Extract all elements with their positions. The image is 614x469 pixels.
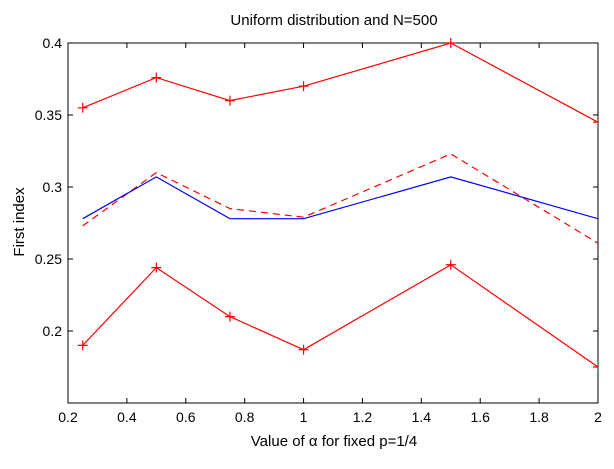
y-tick-label: 0.3 <box>43 179 63 195</box>
data-point-marker <box>224 311 235 322</box>
series-line-4 <box>82 264 598 368</box>
data-point-marker <box>298 344 309 355</box>
series-line-1 <box>82 42 598 123</box>
plot-area: 0.2 0.4 0.6 0.8 1 1.2 1.4 1.6 1.8 2 0.2 0.25 0.3 0.35… <box>35 35 602 425</box>
plot-frame <box>67 42 599 404</box>
x-tick-label: 2 <box>594 409 602 425</box>
data-point-marker <box>593 362 598 372</box>
y-tick-label: 0.25 <box>35 251 62 267</box>
x-tick-label: 1.6 <box>470 409 490 425</box>
y-tick-label: 0.2 <box>43 323 63 339</box>
data-point-marker <box>224 95 235 106</box>
x-tick-label: 1 <box>300 409 308 425</box>
data-point-marker <box>298 81 309 92</box>
series-line-3 <box>82 176 598 220</box>
data-point-marker <box>445 259 456 270</box>
data-point-marker <box>151 72 162 83</box>
data-point-marker <box>77 102 88 113</box>
data-point-marker <box>593 117 598 128</box>
x-axis-label: Value of α for fixed p=1/4 <box>251 433 417 450</box>
chart-title: Uniform distribution and N=500 <box>230 12 437 29</box>
data-point-marker <box>151 262 162 273</box>
x-tick-label: 0.4 <box>117 409 137 425</box>
y-tick-label: 0.4 <box>43 35 63 51</box>
series-line-2 <box>82 153 598 244</box>
x-tick-label: 1.2 <box>353 409 373 425</box>
x-tick-label: 0.2 <box>58 409 78 425</box>
series-group <box>77 38 598 372</box>
x-tick-label: 0.8 <box>235 409 255 425</box>
x-tick-label: 0.6 <box>176 409 196 425</box>
x-tick-label: 1.4 <box>412 409 432 425</box>
data-point-marker <box>445 38 456 48</box>
x-tick-label: 1.8 <box>529 409 549 425</box>
y-axis-label: First index <box>11 187 28 257</box>
y-tick-label: 0.35 <box>35 107 62 123</box>
data-point-marker <box>77 340 88 351</box>
